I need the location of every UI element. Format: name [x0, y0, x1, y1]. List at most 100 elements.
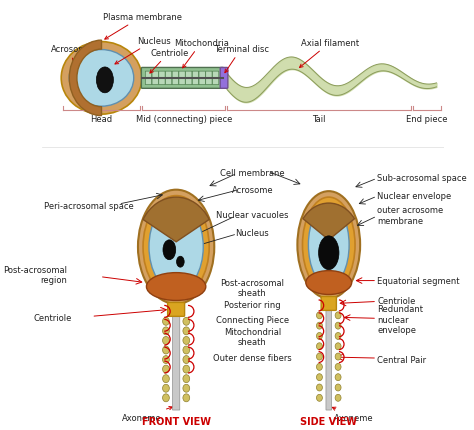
Text: Nucleus: Nucleus: [236, 229, 269, 238]
FancyBboxPatch shape: [152, 72, 158, 86]
Circle shape: [335, 353, 341, 360]
Ellipse shape: [143, 196, 209, 298]
Text: Nucleus: Nucleus: [115, 37, 171, 65]
Ellipse shape: [138, 190, 214, 304]
Text: Tail: Tail: [312, 114, 326, 123]
Text: Head: Head: [91, 114, 112, 123]
Text: Axial filament: Axial filament: [300, 39, 359, 68]
Text: Post-acrosomal
region: Post-acrosomal region: [4, 265, 68, 285]
Text: Sub-acrosomal space: Sub-acrosomal space: [377, 173, 467, 182]
Ellipse shape: [176, 257, 184, 267]
Ellipse shape: [297, 192, 360, 299]
Ellipse shape: [149, 203, 203, 292]
Ellipse shape: [96, 68, 113, 94]
Circle shape: [183, 318, 190, 326]
Circle shape: [335, 343, 341, 350]
FancyBboxPatch shape: [173, 315, 180, 410]
Text: Posterior ring: Posterior ring: [224, 300, 281, 309]
Circle shape: [183, 356, 190, 364]
Circle shape: [163, 375, 169, 383]
FancyBboxPatch shape: [159, 72, 165, 86]
FancyBboxPatch shape: [326, 309, 331, 410]
Text: Mitochondrial
sheath: Mitochondrial sheath: [224, 327, 281, 346]
FancyBboxPatch shape: [179, 72, 185, 86]
Circle shape: [317, 312, 322, 319]
Wedge shape: [69, 41, 101, 117]
FancyBboxPatch shape: [186, 72, 192, 86]
Wedge shape: [143, 198, 209, 242]
Text: Terminal disc: Terminal disc: [214, 44, 269, 74]
Circle shape: [317, 374, 322, 381]
Circle shape: [163, 337, 169, 344]
Ellipse shape: [146, 273, 206, 301]
Text: End piece: End piece: [406, 114, 447, 123]
Circle shape: [335, 384, 341, 391]
Circle shape: [163, 327, 169, 335]
Text: FRONT VIEW: FRONT VIEW: [142, 416, 210, 426]
FancyBboxPatch shape: [146, 72, 152, 86]
Ellipse shape: [306, 271, 352, 295]
Circle shape: [335, 374, 341, 381]
Text: Redundant
nuclear
envelope: Redundant nuclear envelope: [377, 305, 423, 335]
Circle shape: [163, 346, 169, 354]
FancyBboxPatch shape: [165, 72, 172, 86]
Circle shape: [163, 318, 169, 326]
Circle shape: [335, 322, 341, 329]
FancyBboxPatch shape: [172, 72, 179, 86]
Text: Nuclear envelope: Nuclear envelope: [377, 191, 451, 200]
Circle shape: [183, 366, 190, 373]
Circle shape: [317, 353, 322, 360]
Circle shape: [183, 384, 190, 392]
Ellipse shape: [302, 198, 355, 293]
Text: Plasma membrane: Plasma membrane: [103, 13, 182, 40]
Text: Axoneme: Axoneme: [122, 406, 173, 422]
Ellipse shape: [309, 205, 349, 286]
Text: Centriole: Centriole: [34, 313, 72, 322]
Circle shape: [163, 366, 169, 373]
FancyBboxPatch shape: [199, 72, 205, 86]
Circle shape: [335, 363, 341, 371]
Circle shape: [317, 322, 322, 329]
Text: Axoneme: Axoneme: [332, 407, 374, 422]
Ellipse shape: [319, 237, 339, 270]
Text: Outer dense fibers: Outer dense fibers: [213, 353, 292, 362]
FancyBboxPatch shape: [321, 297, 337, 310]
Circle shape: [183, 337, 190, 344]
Circle shape: [183, 394, 190, 402]
Text: Acrosome: Acrosome: [51, 44, 92, 73]
Text: outer acrosome
membrane: outer acrosome membrane: [377, 206, 443, 225]
Circle shape: [183, 375, 190, 383]
Circle shape: [335, 312, 341, 319]
Circle shape: [317, 384, 322, 391]
Text: Peri-acrosomal space: Peri-acrosomal space: [44, 201, 134, 210]
Circle shape: [335, 333, 341, 340]
Text: Acrosome: Acrosome: [232, 185, 273, 194]
Text: Mid (connecting) piece: Mid (connecting) piece: [136, 114, 232, 123]
Circle shape: [183, 346, 190, 354]
Text: Centriole: Centriole: [150, 49, 189, 74]
Text: Mitochondria: Mitochondria: [174, 39, 229, 69]
Text: SIDE VIEW: SIDE VIEW: [300, 416, 357, 426]
Text: Cell membrane: Cell membrane: [220, 169, 285, 177]
Circle shape: [183, 327, 190, 335]
Text: Connecting Piece: Connecting Piece: [216, 315, 289, 324]
FancyBboxPatch shape: [206, 72, 212, 86]
Circle shape: [317, 343, 322, 350]
Text: Central Pair: Central Pair: [377, 355, 426, 364]
Circle shape: [163, 384, 169, 392]
FancyBboxPatch shape: [192, 72, 199, 86]
Ellipse shape: [69, 50, 134, 107]
Text: Equatorial segment: Equatorial segment: [377, 276, 460, 286]
Ellipse shape: [61, 43, 142, 115]
Text: Post-acrosomal
sheath: Post-acrosomal sheath: [220, 278, 284, 298]
Text: Nuclear vacuoles: Nuclear vacuoles: [216, 211, 289, 220]
Circle shape: [163, 356, 169, 364]
Ellipse shape: [163, 240, 176, 260]
Text: Centriole: Centriole: [377, 296, 416, 305]
Wedge shape: [303, 203, 355, 240]
Circle shape: [317, 394, 322, 401]
Circle shape: [317, 363, 322, 371]
Circle shape: [163, 394, 169, 402]
FancyBboxPatch shape: [168, 303, 184, 316]
Circle shape: [317, 333, 322, 340]
